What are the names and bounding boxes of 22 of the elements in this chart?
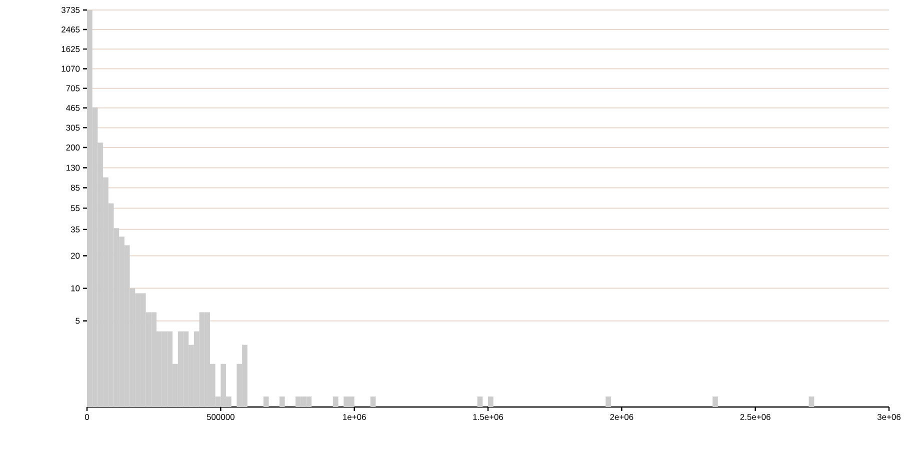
y-tick-label: 5 (76, 318, 80, 324)
y-tick-label: 35 (70, 226, 80, 232)
y-tick-label: 2465 (62, 26, 80, 32)
y-tick-label: 200 (66, 144, 80, 151)
y-tick-label: 465 (66, 104, 80, 111)
y-tick-label: 130 (66, 164, 80, 171)
y-tick-label: 55 (70, 205, 80, 212)
y-tick-label: 3735 (61, 6, 80, 13)
y-tick-label: 1625 (62, 46, 80, 52)
x-tick-label: 1.5e+06 (473, 414, 504, 420)
x-tick-label: 500000 (206, 414, 234, 420)
y-tick-label: 1070 (62, 66, 80, 72)
x-tick-label: 0 (84, 414, 90, 420)
x-tick-label: 1e+06 (343, 414, 366, 420)
y-tick-label: 10 (71, 285, 80, 292)
y-tick-label: 85 (70, 184, 80, 191)
y-tick-label: 705 (66, 85, 80, 92)
x-tick-label: 2e+06 (610, 414, 634, 420)
y-tick-label: 305 (66, 124, 80, 131)
x-tick-label: 3e+06 (877, 414, 901, 420)
y-tick-label: 20 (70, 252, 80, 259)
x-tick-label: 2.5e+06 (740, 414, 770, 420)
